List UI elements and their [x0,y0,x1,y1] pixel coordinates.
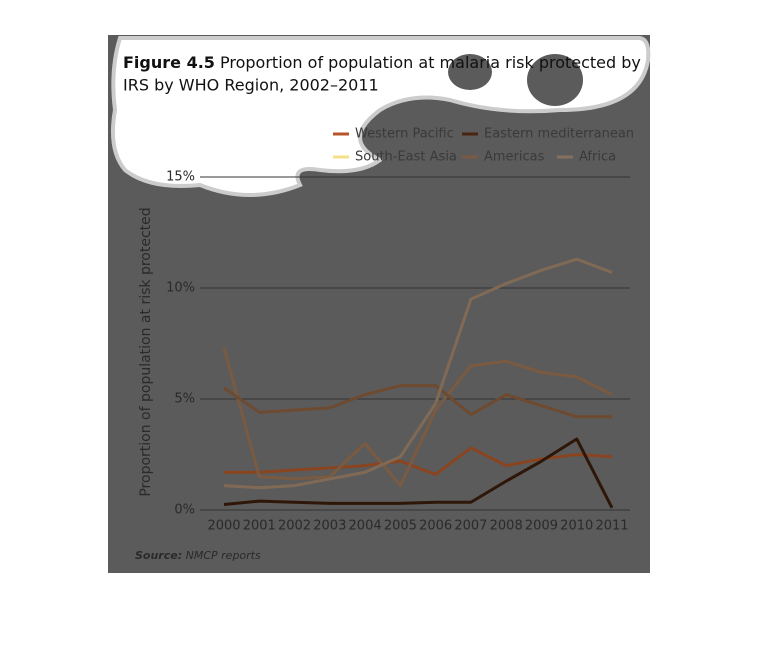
x-tick-label: 2002 [278,519,311,534]
x-tick-label: 2004 [349,519,382,534]
series-line [223,437,614,509]
white-blob [111,36,651,197]
title: Figure 4.5 Proportion of population at m… [123,53,641,72]
legend-label: Americas [484,150,545,165]
y-tick-label: 15% [166,170,195,185]
y-tick-label: 5% [174,392,195,407]
x-tick-label: 2009 [525,519,558,534]
blob-hole [448,54,492,90]
y-axis-label: Proportion of population at risk protect… [138,207,154,496]
x-tick-label: 2000 [207,519,240,534]
x-tick-label: 2006 [419,519,452,534]
legend-label: Western Pacific [355,127,454,142]
x-tick-label: 2001 [243,519,276,534]
title-line: Proportion of population at malaria risk… [220,53,641,72]
figure-label: Figure 4.5 [123,53,215,72]
x-tick-label: 2005 [384,519,417,534]
x-tick-label: 2003 [313,519,346,534]
x-tick-label: 2007 [454,519,487,534]
source-label: Source: [135,549,182,562]
series-line [222,347,613,488]
series-line [223,257,613,490]
blob-hole [527,54,583,106]
source-text: NMCP reports [186,549,261,562]
y-tick-label: 0% [174,503,195,518]
legend-label: Eastern mediterranean [484,127,634,142]
x-tick-label: 2010 [560,519,593,534]
x-tick-label: 2008 [490,519,523,534]
title-line: IRS by WHO Region, 2002–2011 [123,76,379,95]
series-line [223,384,612,419]
legend-label: South-East Asia [355,150,457,165]
source: Source: NMCP reports [135,549,261,562]
y-tick-label: 10% [166,281,195,296]
x-tick-label: 2011 [595,519,628,534]
legend-label: Africa [579,150,616,165]
